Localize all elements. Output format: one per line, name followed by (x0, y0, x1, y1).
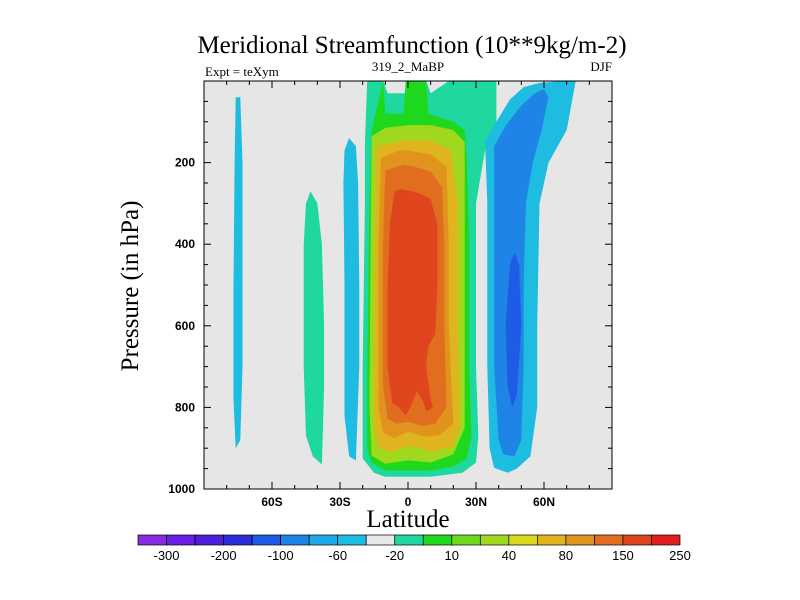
colorbar-swatch (537, 534, 567, 546)
center-string: 319_2_MaBP (372, 59, 444, 74)
right-string: DJF (590, 59, 612, 74)
colorbar-swatch (479, 534, 510, 546)
chart-title: Meridional Streamfunction (10**9kg/m-2) (197, 32, 626, 59)
contour-region-2 (303, 191, 325, 465)
contour-region-10 (387, 189, 438, 416)
x-tick-label: 30S (329, 495, 350, 509)
contour-fills (233, 81, 576, 477)
colorbar-label: 150 (612, 548, 634, 563)
colorbar-swatch (308, 534, 339, 546)
y-tick-label: 200 (175, 156, 195, 170)
colorbar-label: -100 (268, 548, 294, 563)
colorbar-label: 80 (559, 548, 573, 563)
colorbar-swatch (337, 534, 367, 546)
x-tick-label: 0 (405, 495, 412, 509)
colorbar-label: -20 (385, 548, 404, 563)
x-axis-label: Latitude (366, 506, 449, 533)
y-tick-label: 1000 (168, 482, 195, 496)
colorbar-swatch (166, 534, 196, 546)
colorbar-swatch (280, 534, 310, 546)
colorbar-swatch (137, 534, 167, 546)
colorbar-label: 250 (669, 548, 691, 563)
left-string: Expt = teXym (205, 64, 279, 79)
y-tick-label: 800 (175, 400, 195, 414)
colorbar-swatch (223, 534, 253, 546)
y-axis-label: Pressure (in hPa) (117, 201, 144, 372)
x-axis-ticks: 60S 30S 0 30N 60N (203, 81, 613, 509)
colorbar-swatch (451, 534, 481, 546)
y-tick-label: 600 (175, 319, 195, 333)
x-tick-label: 60N (533, 495, 555, 509)
x-tick-label: 60S (261, 495, 282, 509)
colorbar-swatch (565, 534, 595, 546)
colorbar-swatch (622, 534, 652, 546)
x-tick-label: 30N (465, 495, 487, 509)
colorbar-label: 40 (502, 548, 516, 563)
colorbar-labels: -300 -200 -100 -60 -20 10 40 80 150 250 (154, 548, 691, 563)
colorbar-swatch (394, 534, 424, 546)
y-tick-label: 400 (175, 237, 195, 251)
colorbar-swatch (365, 534, 396, 546)
colorbar-label: 10 (445, 548, 459, 563)
colorbar-label: -200 (211, 548, 237, 563)
colorbar-swatch (651, 534, 681, 546)
colorbar-swatch (508, 534, 538, 546)
y-axis-ticks: 200 400 600 800 1000 (168, 80, 612, 496)
colorbar-label: -300 (154, 548, 180, 563)
colorbar-swatch (422, 534, 453, 546)
contour-region-1 (233, 97, 243, 449)
colorbar-swatch (251, 534, 281, 546)
colorbar-swatch (594, 534, 624, 546)
colorbar-swatch (194, 534, 224, 546)
colorbar (137, 534, 681, 546)
contour-region-13 (505, 252, 522, 408)
contour-region-3 (343, 138, 360, 461)
colorbar-label: -60 (328, 548, 347, 563)
